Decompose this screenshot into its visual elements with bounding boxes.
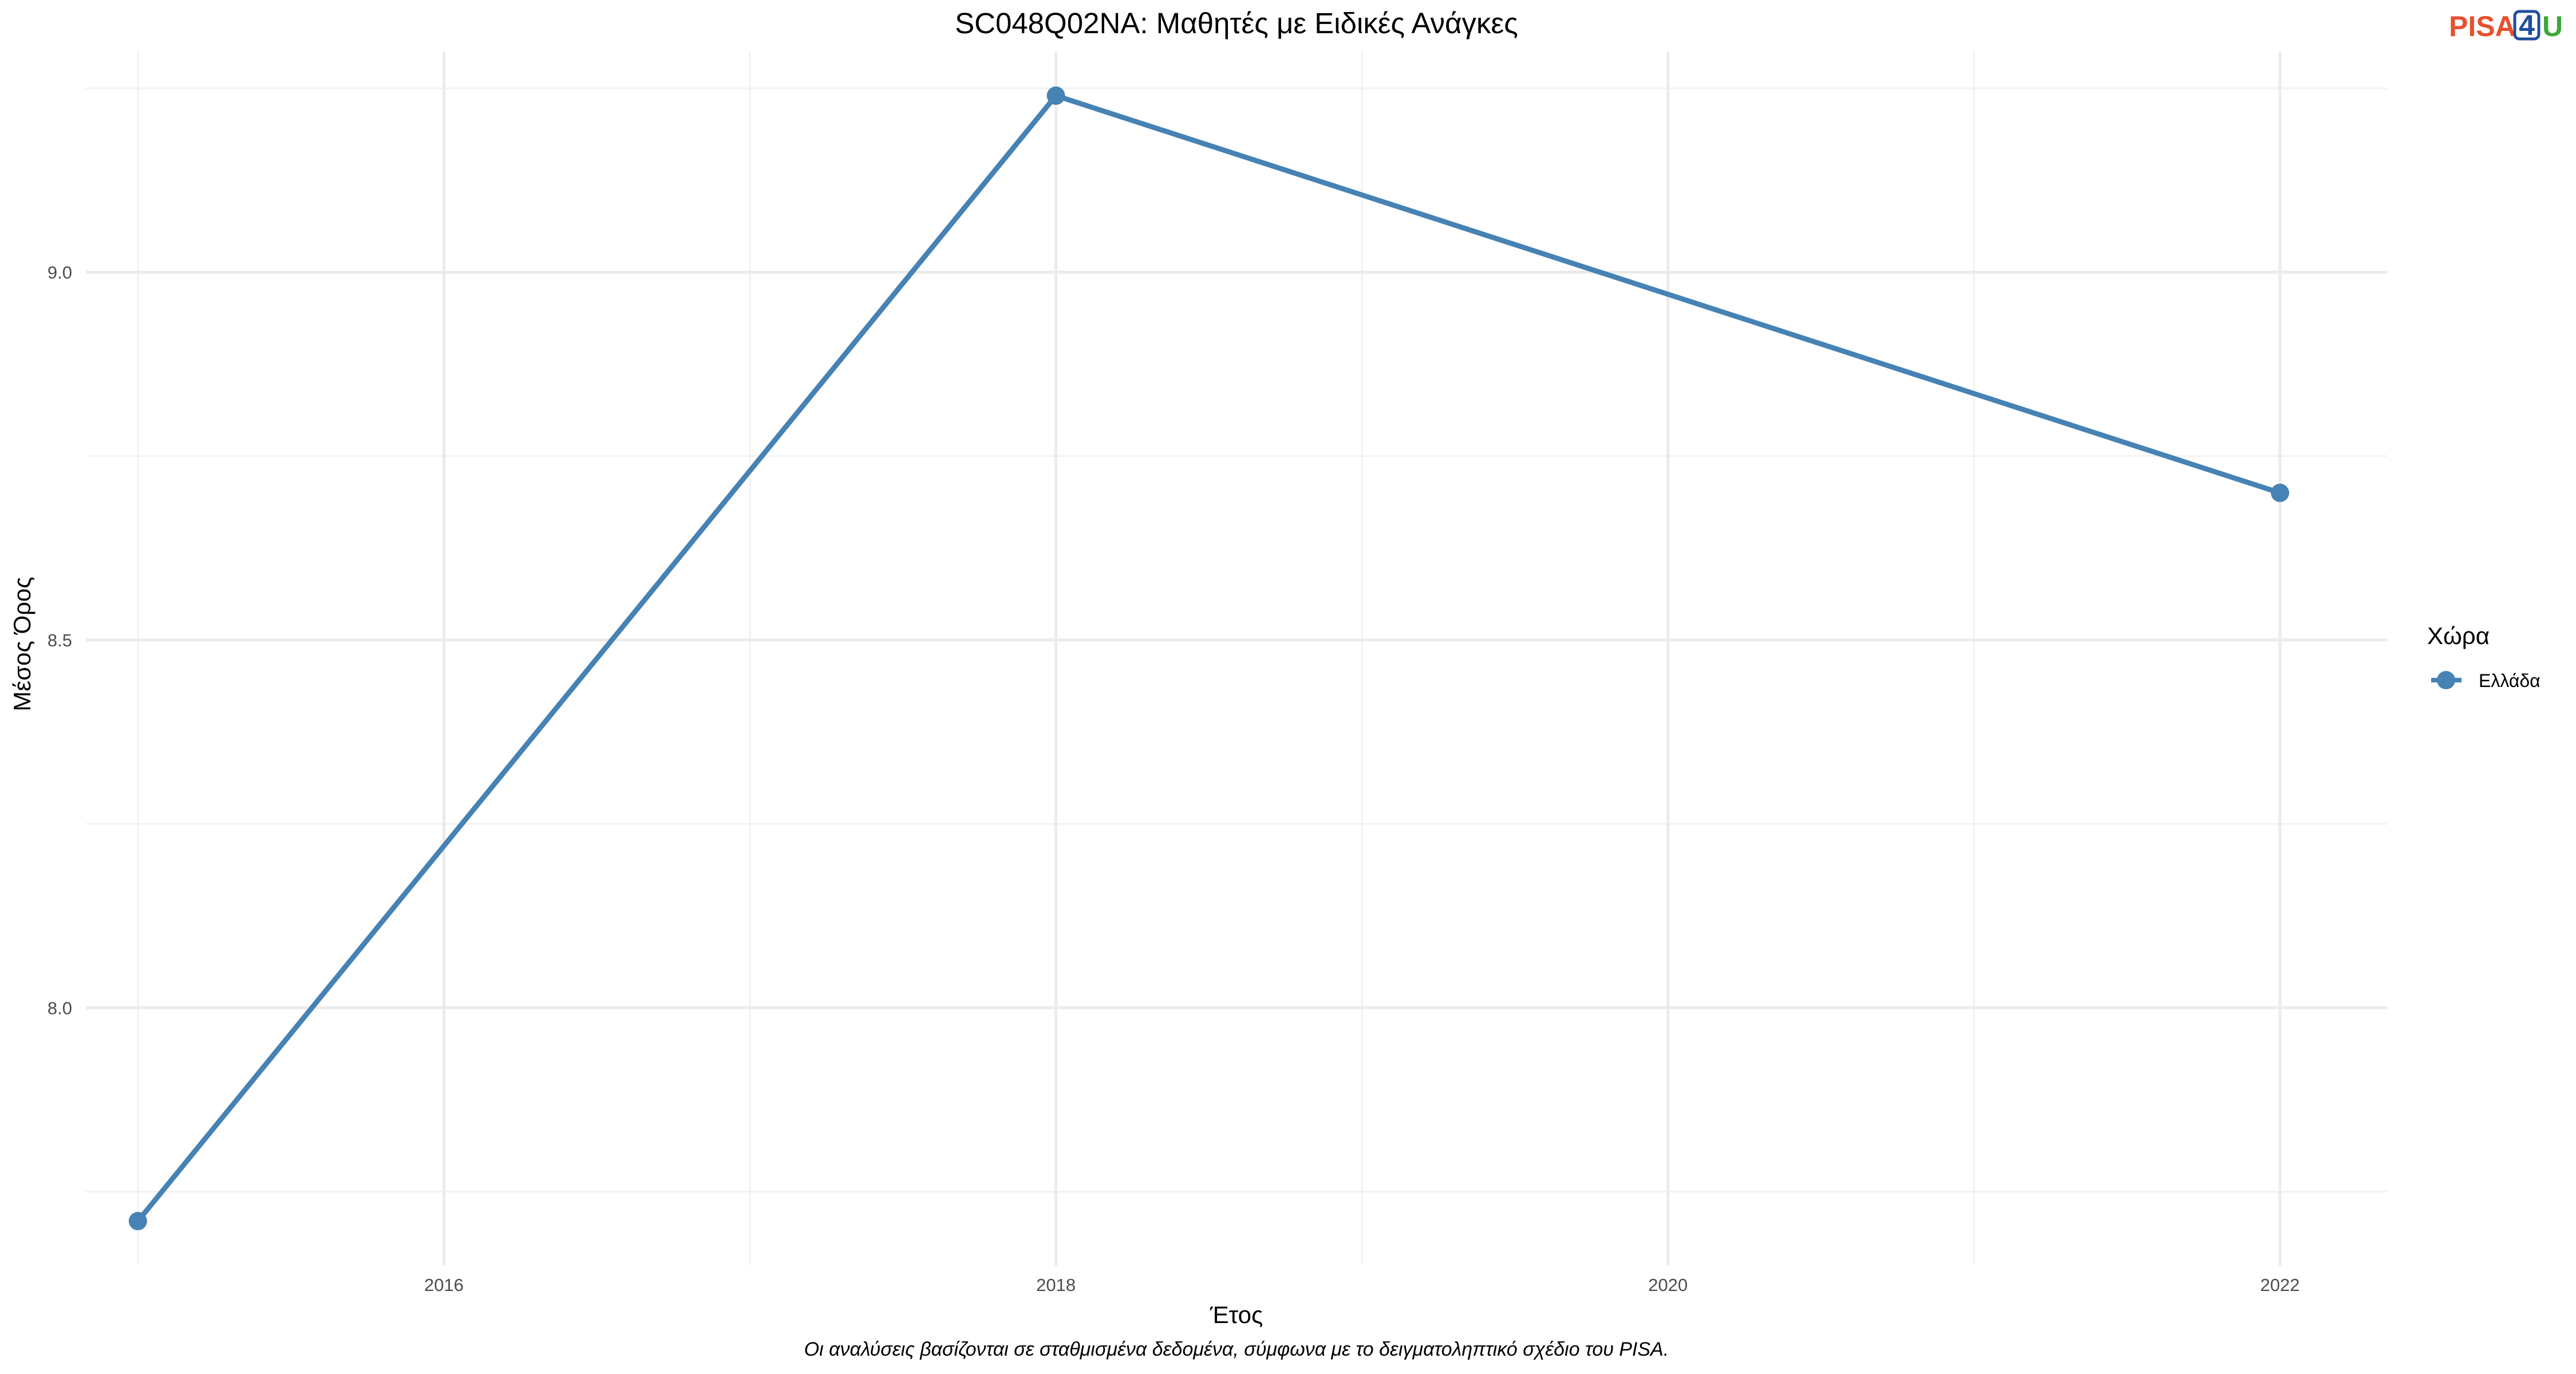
x-tick-label: 2020: [1648, 1275, 1688, 1295]
legend-title: Χώρα: [2427, 622, 2490, 649]
data-point: [1046, 86, 1065, 105]
legend: Χώρα Ελλάδα: [2427, 622, 2541, 691]
chart-title: SC048Q02NA: Μαθητές με Ειδικές Ανάγκες: [955, 7, 1518, 40]
x-tick-label: 2016: [424, 1275, 464, 1295]
y-axis-title: Μέσος Όρος: [9, 577, 35, 712]
legend-key-marker: [2437, 671, 2455, 689]
y-axis-ticks: 8.0 8.5 9.0: [48, 262, 72, 1018]
logo-number-text: 4: [2519, 9, 2535, 41]
data-point: [128, 1211, 147, 1230]
major-gridlines: [86, 52, 2387, 1265]
x-axis-ticks: 2016 2018 2020 2022: [424, 1275, 2300, 1295]
logo-u-text: U: [2542, 10, 2563, 42]
logo-number-box: [2513, 10, 2541, 41]
data-point: [2270, 483, 2289, 502]
legend-item-label: Ελλάδα: [2479, 670, 2541, 691]
chart-caption: Οι αναλύσεις βασίζονται σε σταθμισμένα δ…: [804, 1339, 1669, 1360]
x-axis-title: Έτος: [1210, 1301, 1263, 1328]
minor-gridlines: [86, 52, 2387, 1265]
series-layer: [128, 86, 2289, 1230]
y-tick-label: 8.0: [48, 998, 72, 1018]
pisa4u-logo: PISA: [2449, 10, 2516, 42]
x-tick-label: 2022: [2260, 1275, 2300, 1295]
y-tick-label: 8.5: [48, 630, 72, 650]
x-tick-label: 2018: [1036, 1275, 1076, 1295]
logo-pisa-text: PISA: [2449, 10, 2516, 42]
y-tick-label: 9.0: [48, 262, 72, 282]
